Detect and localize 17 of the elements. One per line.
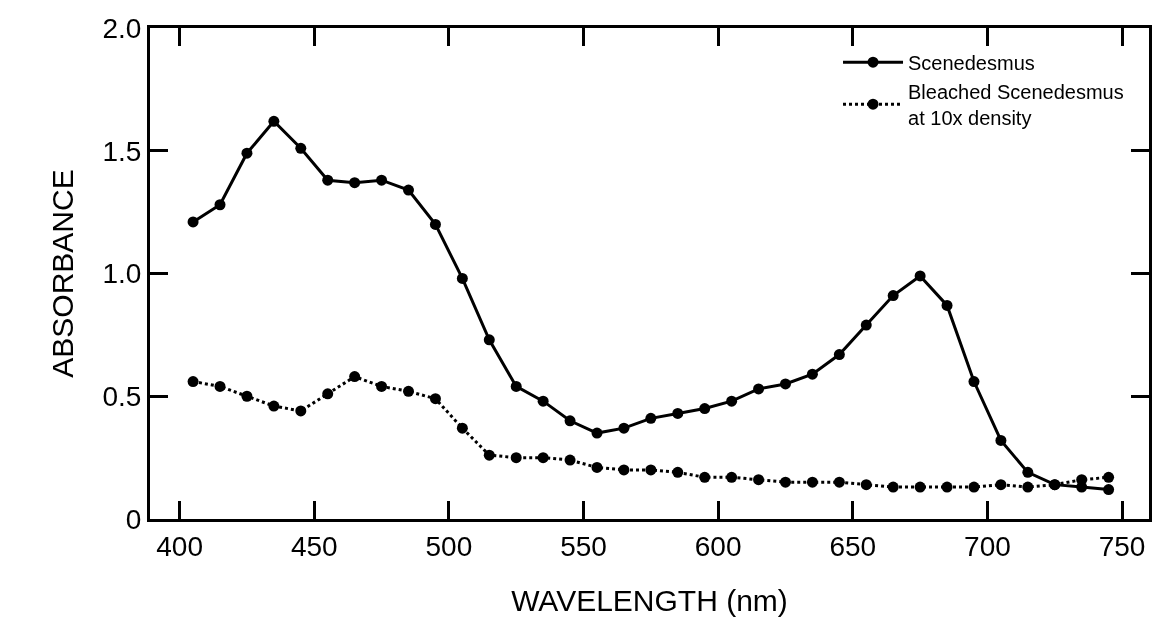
legend-label: Scenedesmus — [908, 52, 1035, 75]
legend-label: Bleached Scenedesmus at 10x density — [908, 81, 1124, 130]
y-tick-label: 0.5 — [102, 381, 142, 413]
x-tick-label: 400 — [156, 530, 203, 562]
y-tick-label: 1.5 — [102, 135, 142, 167]
x-tick-label: 650 — [829, 530, 877, 562]
x-tick-label: 750 — [1098, 530, 1146, 562]
y-tick-label: 1.0 — [102, 258, 142, 290]
y-axis-title: ABSORBANCE — [46, 169, 80, 378]
x-tick-label: 500 — [425, 530, 473, 562]
x-tick-label: 450 — [290, 530, 338, 562]
x-tick-label: 600 — [694, 530, 742, 562]
x-tick-label: 550 — [560, 530, 607, 562]
y-tick-label: 0 — [125, 503, 142, 535]
x-axis-title: WAVELENGTH (nm) — [511, 584, 788, 618]
y-tick-label: 2.0 — [102, 12, 142, 44]
x-tick-label: 700 — [964, 530, 1011, 562]
